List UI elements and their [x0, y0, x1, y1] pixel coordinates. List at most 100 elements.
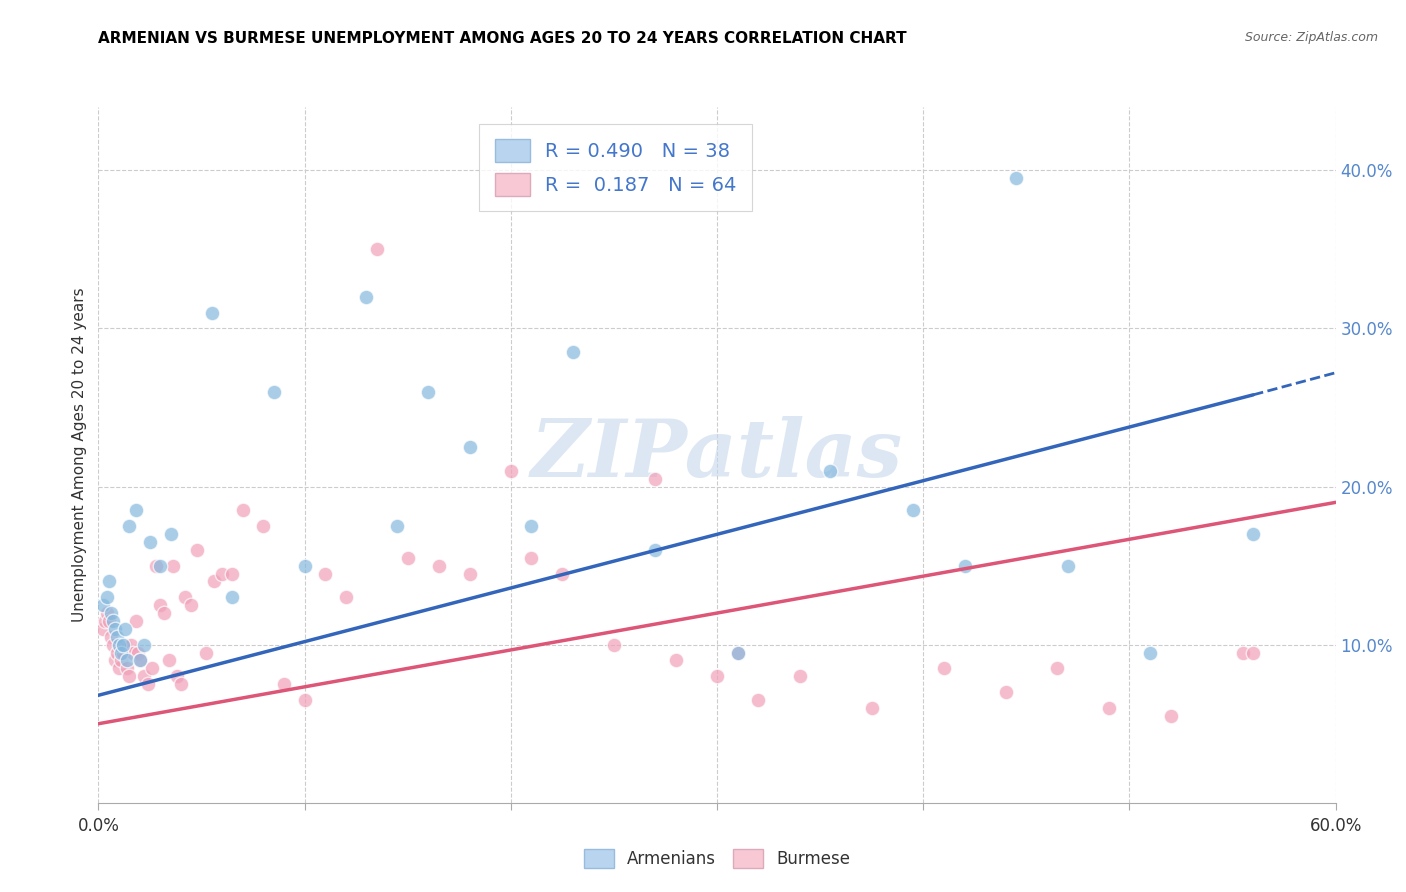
Point: [110, 653, 132, 667]
Point: [120, 638, 142, 652]
Point: [132, 669, 155, 683]
Point: [157, 653, 180, 667]
Text: Source: ZipAtlas.com: Source: ZipAtlas.com: [1244, 31, 1378, 45]
Point: [263, 384, 285, 399]
Text: ZIPatlas: ZIPatlas: [531, 417, 903, 493]
Point: [458, 440, 481, 454]
Point: [127, 646, 149, 660]
Point: [112, 646, 135, 660]
Point: [100, 630, 122, 644]
Y-axis label: Unemployment Among Ages 20 to 24 years: Unemployment Among Ages 20 to 24 years: [72, 287, 87, 623]
Point: [727, 646, 749, 660]
Point: [159, 527, 181, 541]
Point: [1056, 558, 1078, 573]
Point: [1098, 701, 1121, 715]
Point: [520, 519, 543, 533]
Point: [221, 591, 243, 605]
Point: [1046, 661, 1069, 675]
Point: [294, 693, 316, 707]
Point: [201, 305, 224, 319]
Point: [166, 669, 188, 683]
Point: [551, 566, 574, 581]
Point: [356, 290, 378, 304]
Point: [932, 661, 955, 675]
Point: [953, 558, 976, 573]
Point: [162, 558, 184, 573]
Point: [1241, 646, 1264, 660]
Point: [128, 653, 150, 667]
Point: [314, 566, 336, 581]
Point: [104, 653, 127, 667]
Point: [96, 606, 118, 620]
Point: [101, 638, 124, 652]
Point: [665, 653, 688, 667]
Point: [105, 630, 128, 644]
Point: [994, 685, 1017, 699]
Point: [202, 574, 225, 589]
Point: [727, 646, 749, 660]
Point: [112, 638, 135, 652]
Point: [101, 614, 124, 628]
Point: [108, 638, 131, 652]
Point: [114, 622, 136, 636]
Legend: Armenians, Burmese: Armenians, Burmese: [578, 842, 856, 874]
Point: [96, 591, 118, 605]
Point: [273, 677, 295, 691]
Point: [149, 558, 172, 573]
Point: [91, 598, 114, 612]
Point: [118, 519, 141, 533]
Point: [1232, 646, 1254, 660]
Point: [232, 503, 254, 517]
Text: ARMENIAN VS BURMESE UNEMPLOYMENT AMONG AGES 20 TO 24 YEARS CORRELATION CHART: ARMENIAN VS BURMESE UNEMPLOYMENT AMONG A…: [98, 31, 907, 46]
Point: [427, 558, 450, 573]
Point: [186, 542, 208, 557]
Point: [294, 558, 316, 573]
Point: [1160, 708, 1182, 723]
Point: [820, 464, 842, 478]
Point: [706, 669, 728, 683]
Point: [644, 542, 666, 557]
Point: [561, 345, 583, 359]
Point: [97, 574, 120, 589]
Point: [97, 614, 120, 628]
Point: [1241, 527, 1264, 541]
Point: [458, 566, 481, 581]
Point: [387, 519, 409, 533]
Point: [396, 550, 419, 565]
Point: [1139, 646, 1161, 660]
Point: [180, 598, 202, 612]
Point: [124, 614, 146, 628]
Point: [104, 622, 127, 636]
Point: [136, 677, 159, 691]
Point: [145, 558, 167, 573]
Point: [747, 693, 769, 707]
Point: [252, 519, 274, 533]
Point: [114, 638, 136, 652]
Point: [117, 661, 139, 675]
Point: [194, 646, 217, 660]
Point: [211, 566, 233, 581]
Point: [117, 653, 139, 667]
Point: [860, 701, 883, 715]
Point: [108, 661, 131, 675]
Point: [149, 598, 172, 612]
Point: [901, 503, 924, 517]
Point: [335, 591, 357, 605]
Point: [644, 472, 666, 486]
Point: [128, 653, 150, 667]
Point: [141, 661, 163, 675]
Point: [139, 534, 162, 549]
Point: [118, 669, 141, 683]
Point: [93, 614, 115, 628]
Point: [418, 384, 440, 399]
Point: [603, 638, 626, 652]
Point: [174, 591, 197, 605]
Point: [366, 243, 388, 257]
Point: [170, 677, 193, 691]
Point: [499, 464, 522, 478]
Point: [105, 646, 128, 660]
Point: [132, 638, 155, 652]
Point: [124, 503, 146, 517]
Point: [100, 606, 122, 620]
Point: [122, 646, 145, 660]
